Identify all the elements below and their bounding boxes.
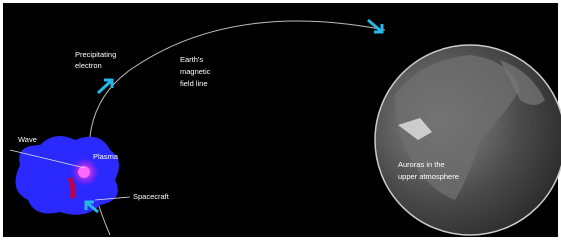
label: Earth's [180, 55, 203, 64]
diagram: Precipitating electron Earth's magnetic … [0, 0, 561, 240]
label: upper atmosphere [398, 172, 459, 181]
label: Spacecraft [133, 192, 170, 201]
label: electron [75, 61, 102, 70]
label: field line [180, 79, 208, 88]
label: Wave [18, 135, 37, 144]
earth [375, 45, 561, 235]
label: Precipitating [75, 50, 116, 59]
label: magnetic [180, 67, 211, 76]
plasma-cloud [16, 136, 120, 215]
label: Auroras in the [398, 160, 445, 169]
label: Plasma [93, 152, 119, 161]
